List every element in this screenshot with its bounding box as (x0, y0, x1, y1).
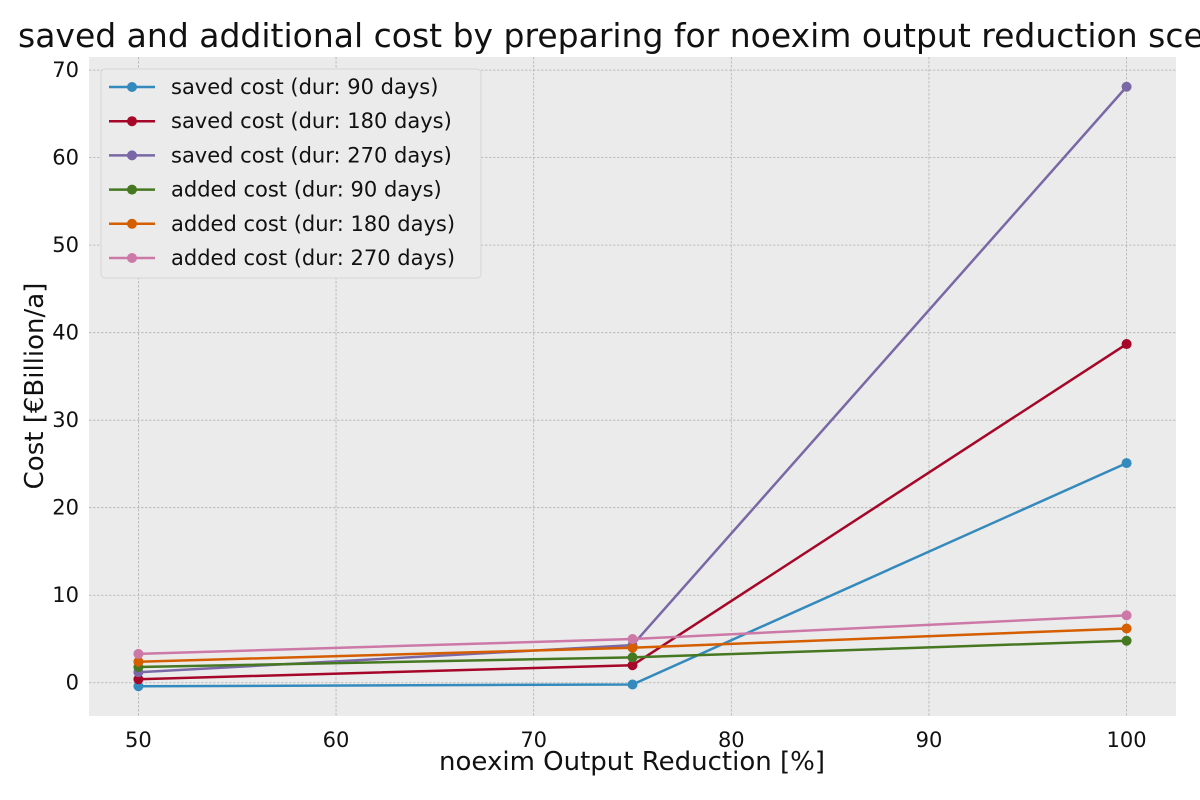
series-point-5 (1121, 623, 1132, 634)
legend-swatch-marker (127, 253, 137, 263)
series-point-6 (1121, 610, 1132, 621)
y-tick-label: 20 (52, 496, 79, 520)
series-point-2 (1121, 339, 1132, 350)
series-point-1 (133, 681, 144, 692)
series-point-4 (627, 652, 638, 663)
y-tick-label: 70 (52, 58, 79, 82)
legend-label: saved cost (dur: 90 days) (171, 75, 438, 99)
y-tick-label: 10 (52, 583, 79, 607)
series-point-2 (627, 660, 638, 671)
y-tick-label: 0 (66, 671, 79, 695)
x-axis-label: noexim Output Reduction [%] (439, 747, 825, 777)
series-point-3 (1121, 81, 1132, 92)
chart-title: saved and additional cost by preparing f… (18, 16, 1200, 55)
y-tick-label: 30 (52, 408, 79, 432)
series-point-4 (1121, 635, 1132, 646)
series-point-1 (1121, 458, 1132, 469)
legend-box (100, 68, 482, 279)
series-point-5 (133, 656, 144, 667)
legend-swatch-marker (127, 82, 137, 92)
legend-swatch-marker (127, 150, 137, 161)
x-tick-label: 90 (916, 728, 943, 752)
tick-layer: 50 60 70 80 90 100 0 10 20 30 40 50 60 70 (52, 58, 1146, 752)
series-point-1 (627, 679, 638, 690)
legend-swatch-marker (127, 218, 137, 229)
series-point-6 (133, 648, 144, 659)
legend: saved cost (dur: 90 days) saved cost (dur… (100, 68, 482, 279)
series-point-2 (133, 674, 144, 685)
x-tick-label: 80 (718, 728, 745, 752)
legend-swatch-marker (127, 116, 137, 127)
x-tick-label: 70 (520, 728, 547, 752)
series-point-5 (627, 642, 638, 653)
legend-label: added cost (dur: 180 days) (171, 212, 455, 236)
legend-items: saved cost (dur: 90 days) saved cost (dur… (109, 75, 455, 270)
legend-label: added cost (dur: 90 days) (171, 178, 442, 202)
y-tick-label: 40 (52, 321, 79, 345)
y-axis-label: Cost [€Billion/a] (20, 283, 50, 490)
y-tick-label: 50 (52, 233, 79, 257)
legend-label: added cost (dur: 270 days) (171, 246, 455, 270)
series-layer (133, 81, 1132, 692)
y-tick-label: 60 (52, 146, 79, 170)
legend-label: saved cost (dur: 270 days) (171, 143, 452, 167)
legend-swatch-marker (127, 184, 137, 195)
x-tick-label: 60 (323, 728, 350, 752)
series-point-6 (627, 633, 638, 644)
x-tick-label: 100 (1107, 728, 1147, 752)
legend-label: saved cost (dur: 180 days) (171, 109, 452, 133)
x-tick-label: 50 (125, 728, 152, 752)
